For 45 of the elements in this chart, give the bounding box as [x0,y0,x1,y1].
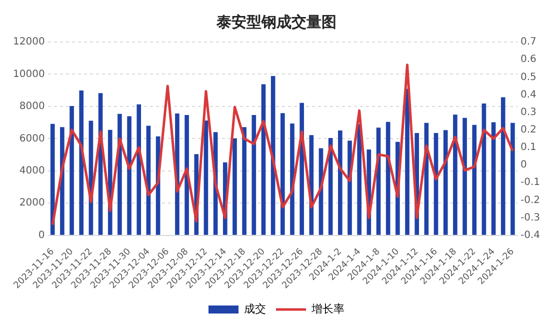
bar [472,124,477,235]
bar [242,127,246,235]
y-tick-label: 0 [38,230,45,241]
bar [252,115,256,235]
legend-label: 成交 [244,302,266,316]
bar [118,114,122,235]
bar [462,118,467,235]
y-tick-label: 8000 [19,101,45,112]
bar [443,130,448,235]
y2-tick-label: 0.1 [520,142,536,154]
chart-title: 泰安型钢成交量图 [216,12,336,31]
bar [136,104,142,235]
y-tick-label: 4000 [19,166,45,177]
bar [50,124,55,235]
y2-tick-label: -0.1 [520,177,540,188]
bar [290,124,294,235]
bar [232,138,237,235]
y2-tick-label: -0.3 [520,212,540,224]
y2-tick-label: 0 [520,160,527,171]
y-tick-label: 10000 [13,68,45,80]
bar [500,97,506,235]
y2-tick-label: 0.2 [520,124,536,136]
y2-tick-label: 0.5 [520,72,536,83]
y2-tick-label: 0.4 [520,89,536,100]
bar [453,114,458,235]
legend-label: 增长率 [310,302,344,316]
bar [338,130,342,235]
y-tick-label: 6000 [19,133,45,144]
bar [70,106,74,235]
bar [510,122,515,235]
bar [280,113,285,235]
y-tick-label: 12000 [13,36,45,48]
y-tick-label: 2000 [19,198,45,209]
y2-tick-label: 0.6 [520,54,536,66]
bar [204,120,208,235]
bar [491,122,496,235]
bar [127,116,132,235]
bar [357,124,362,235]
bar [79,90,84,235]
y2-tick-label: 0.7 [520,36,536,48]
bar [184,115,189,235]
y2-tick-label: 0.3 [520,106,536,118]
bar [405,88,410,235]
y2-tick-label: -0.2 [520,194,540,206]
y2-tick-label: -0.4 [520,230,540,241]
